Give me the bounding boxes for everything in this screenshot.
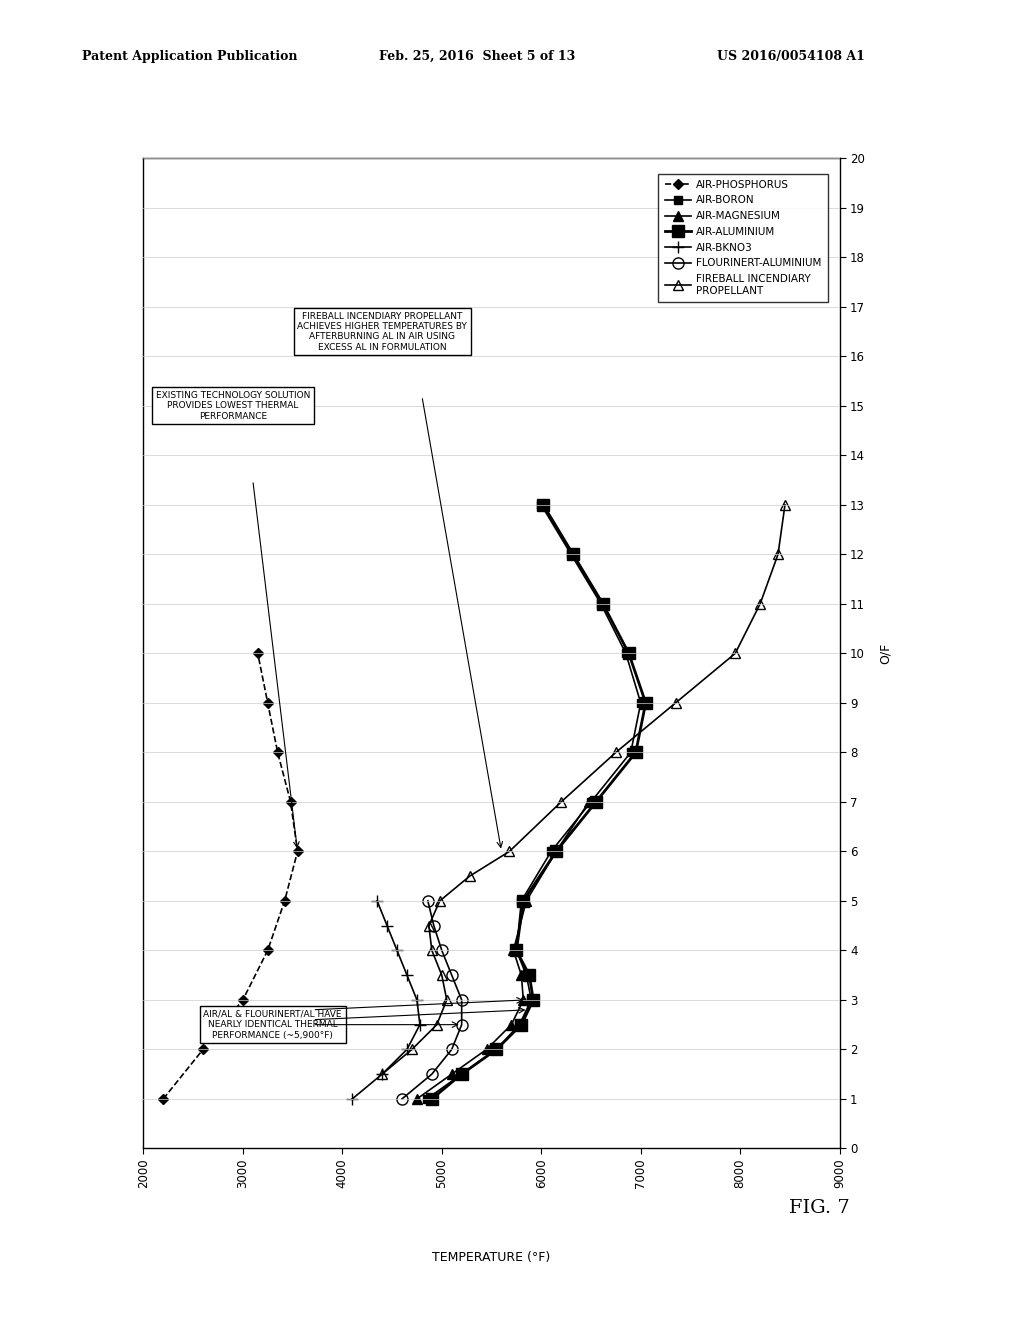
Text: EXISTING TECHNOLOGY SOLUTION
PROVIDES LOWEST THERMAL
PERFORMANCE: EXISTING TECHNOLOGY SOLUTION PROVIDES LO… — [156, 391, 310, 421]
Y-axis label: O/F: O/F — [879, 643, 892, 664]
Legend: AIR-PHOSPHORUS, AIR-BORON, AIR-MAGNESIUM, AIR-ALUMINIUM, AIR-BKNO3, FLOURINERT-A: AIR-PHOSPHORUS, AIR-BORON, AIR-MAGNESIUM… — [658, 173, 827, 302]
Text: AIR/AL & FLOURINERT/AL HAVE
NEARLY IDENTICAL THERMAL
PERFORMANCE (~5,900°F): AIR/AL & FLOURINERT/AL HAVE NEARLY IDENT… — [204, 1010, 342, 1040]
X-axis label: TEMPERATURE (°F): TEMPERATURE (°F) — [432, 1251, 551, 1265]
Text: FIG. 7: FIG. 7 — [788, 1199, 850, 1217]
Text: FIREBALL INCENDIARY PROPELLANT
ACHIEVES HIGHER TEMPERATURES BY
AFTERBURNING AL I: FIREBALL INCENDIARY PROPELLANT ACHIEVES … — [297, 312, 467, 351]
Text: Feb. 25, 2016  Sheet 5 of 13: Feb. 25, 2016 Sheet 5 of 13 — [379, 50, 575, 63]
Text: US 2016/0054108 A1: US 2016/0054108 A1 — [717, 50, 864, 63]
Text: Patent Application Publication: Patent Application Publication — [82, 50, 297, 63]
